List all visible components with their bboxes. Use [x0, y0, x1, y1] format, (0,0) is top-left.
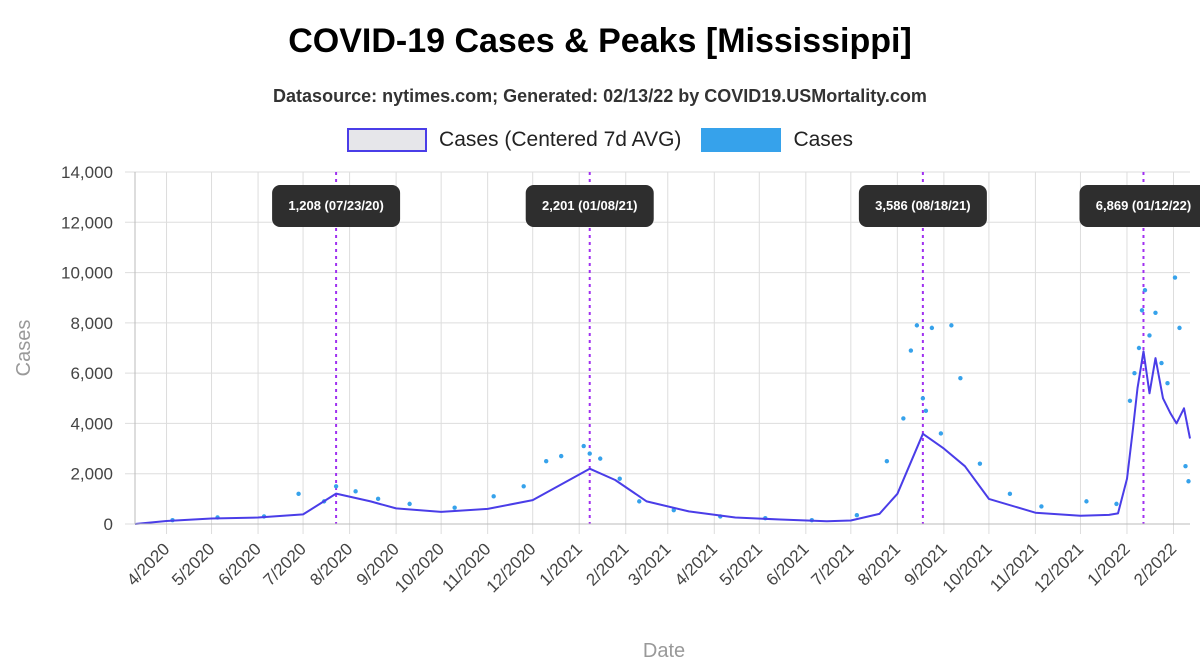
case-point	[1153, 310, 1158, 315]
x-tick-label: 4/2021	[671, 539, 721, 589]
case-point	[854, 513, 860, 518]
legend-label-cases: Cases	[793, 128, 853, 151]
case-point	[559, 453, 564, 459]
y-tick-label: 10,000	[61, 264, 113, 283]
case-point	[617, 476, 622, 481]
peak-label: 1,208 (07/23/20)	[288, 198, 383, 213]
case-point	[1007, 491, 1013, 497]
cases-points	[170, 275, 1191, 523]
case-point	[1084, 499, 1089, 504]
case-point	[949, 323, 954, 328]
case-point	[938, 431, 944, 436]
case-point	[1165, 381, 1170, 386]
case-point	[1136, 345, 1142, 351]
y-tick-label: 4,000	[70, 414, 113, 433]
y-tick-label: 12,000	[61, 213, 113, 232]
avg-line	[134, 350, 1191, 525]
case-point	[1183, 463, 1188, 469]
peak-label: 2,201 (01/08/21)	[542, 198, 637, 213]
legend-item-avg[interactable]: Cases (Centered 7d AVG)	[347, 128, 681, 152]
x-tick-label: 6/2021	[762, 539, 812, 589]
case-point	[914, 323, 920, 328]
case-point	[1139, 308, 1145, 313]
x-tick-label: 5/2020	[168, 539, 218, 589]
case-point	[375, 496, 381, 502]
case-point	[1132, 370, 1137, 376]
x-tick-label: 2/2022	[1130, 539, 1180, 589]
peak-label: 3,586 (08/18/21)	[875, 198, 970, 213]
x-tick-label: 8/2020	[306, 539, 356, 589]
case-point	[491, 494, 496, 499]
x-tick-label: 6/2020	[215, 539, 265, 589]
case-point	[1159, 360, 1164, 366]
case-point	[920, 396, 926, 401]
legend-item-cases[interactable]: Cases	[701, 128, 853, 152]
x-tick-label: 1/2021	[536, 539, 586, 589]
case-point	[923, 408, 929, 414]
x-tick-label: 10/2020	[391, 539, 448, 596]
grid-lines	[125, 171, 1190, 534]
y-tick-label: 8,000	[70, 314, 113, 333]
x-tick-label: 1/2022	[1084, 539, 1134, 589]
case-point	[1127, 398, 1133, 403]
case-point	[1114, 501, 1119, 507]
case-point	[353, 489, 358, 494]
case-point	[901, 416, 906, 421]
case-point	[1177, 325, 1182, 331]
case-point	[296, 491, 301, 497]
peak-labels: 1,208 (07/23/20) 2,201 (01/08/21) 3,586 (0…	[272, 185, 1200, 227]
case-point	[637, 499, 642, 504]
chart-subtitle: Datasource: nytimes.com; Generated: 02/1…	[273, 86, 927, 106]
legend: Cases (Centered 7d AVG) Cases	[0, 125, 1200, 155]
legend-swatch-cases	[701, 128, 782, 152]
y-tick-label: 0	[104, 515, 113, 534]
case-point	[958, 375, 963, 381]
case-point	[587, 451, 592, 456]
x-tick-label: 7/2020	[260, 539, 310, 589]
case-point	[1147, 333, 1152, 338]
y-tick-label: 2,000	[70, 465, 113, 484]
case-point	[543, 458, 549, 464]
x-tick-label: 5/2021	[716, 539, 766, 589]
case-point	[1142, 287, 1148, 293]
y-axis-title: Cases	[13, 320, 35, 377]
x-tick-label: 12/2021	[1030, 539, 1087, 596]
x-tick-label: 12/2020	[483, 539, 540, 596]
case-point	[598, 456, 603, 461]
peak-label-box	[1079, 185, 1200, 227]
x-tick-label: 10/2021	[939, 539, 996, 596]
case-point	[452, 505, 457, 510]
case-point	[407, 501, 412, 507]
peak-label-box	[525, 185, 654, 227]
case-point	[1039, 504, 1044, 509]
case-point	[521, 484, 526, 489]
x-axis-title: Date	[643, 640, 685, 662]
chart-title: COVID-19 Cases & Peaks [Mississippi]	[288, 22, 912, 60]
y-tick-label: 14,000	[61, 163, 113, 182]
x-tick-label: 2/2021	[582, 539, 632, 589]
x-tick-label: 3/2021	[624, 539, 674, 589]
case-point	[929, 325, 935, 331]
x-tick-label: 7/2021	[807, 539, 857, 589]
peak-markers	[335, 172, 1145, 524]
case-point	[908, 348, 914, 353]
case-point	[1172, 275, 1178, 280]
legend-swatch-avg	[347, 128, 428, 152]
peak-label-box	[858, 185, 987, 227]
case-point	[1186, 479, 1191, 484]
y-tick-label: 6,000	[70, 364, 113, 383]
case-point	[333, 484, 339, 489]
case-point	[977, 461, 983, 466]
case-point	[581, 443, 586, 449]
avg-line-group	[134, 350, 1191, 525]
x-tick-label: 4/2020	[123, 539, 173, 589]
x-tick-label: 8/2021	[854, 539, 904, 589]
peak-label: 6,869 (01/12/22)	[1096, 198, 1191, 213]
peak-label-box	[272, 185, 401, 227]
case-point	[884, 458, 890, 464]
legend-label-avg: Cases (Centered 7d AVG)	[439, 128, 682, 151]
